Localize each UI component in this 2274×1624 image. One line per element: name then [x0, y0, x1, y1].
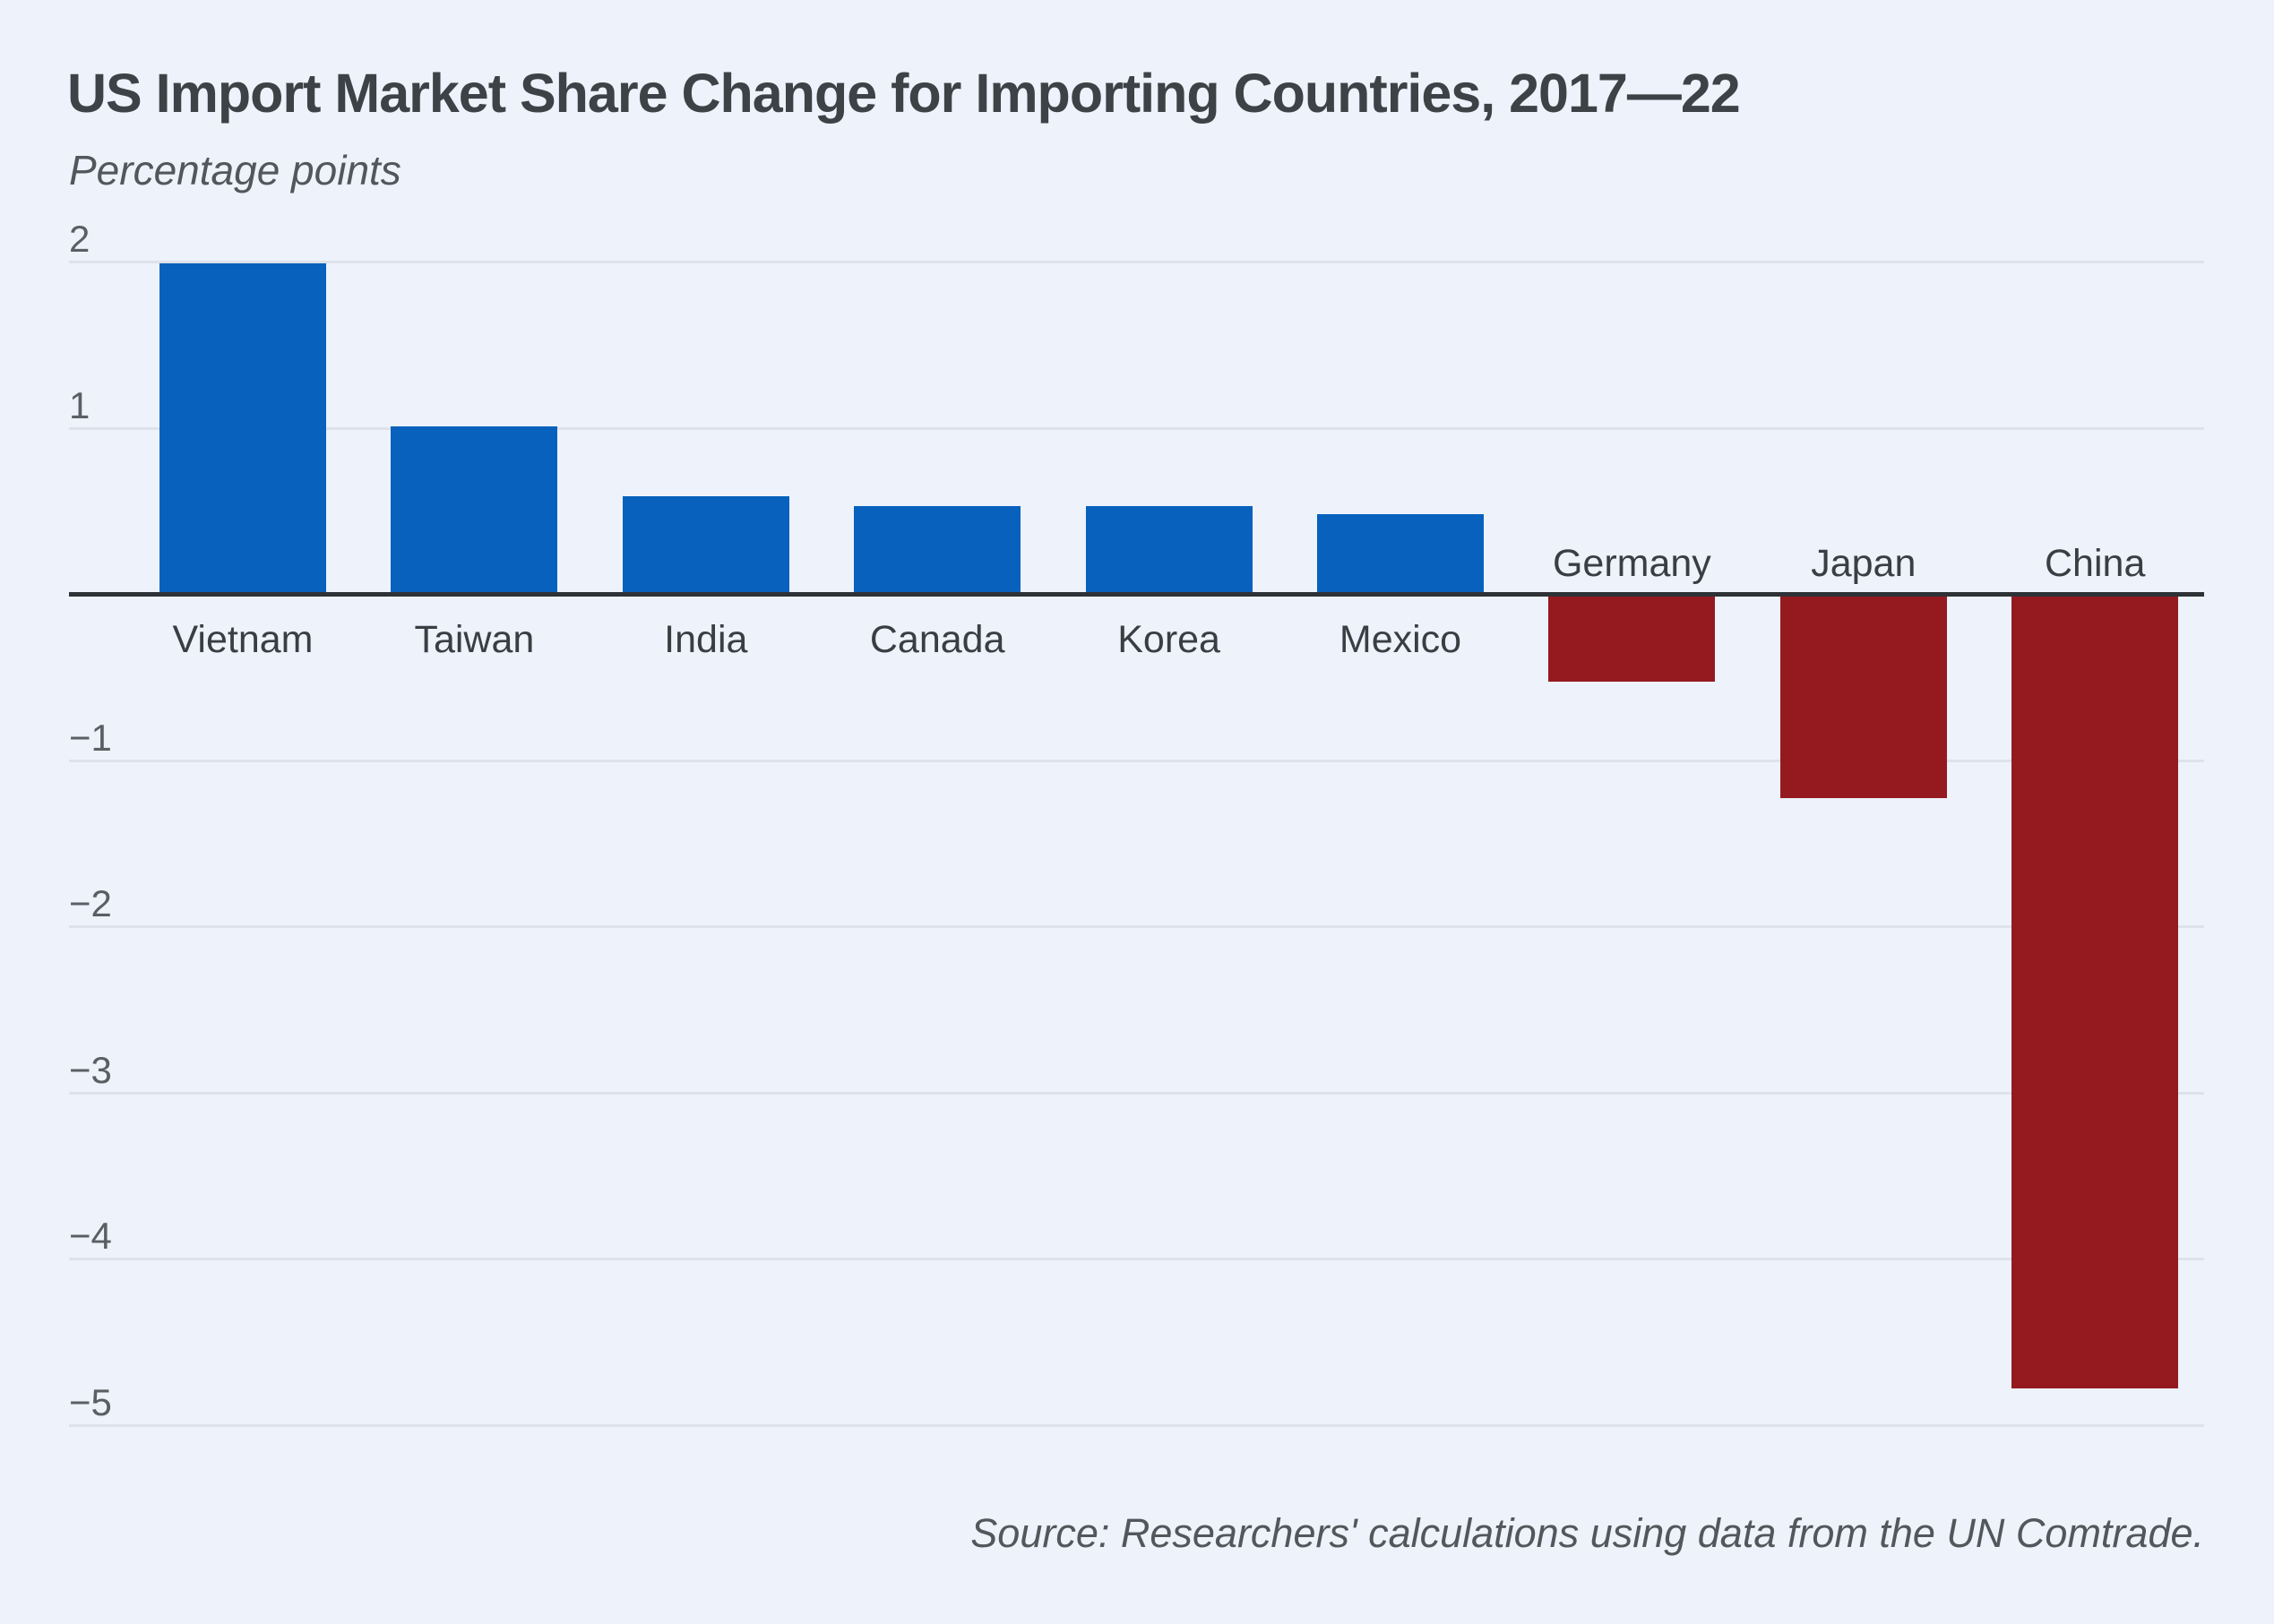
- y-tick-label: 2: [69, 218, 90, 260]
- gridline: [69, 759, 2204, 762]
- bar-mexico: [1317, 513, 1484, 594]
- source-note: Source: Researchers' calculations using …: [970, 1510, 2204, 1556]
- gridline: [69, 1423, 2204, 1427]
- x-label-india: India: [664, 618, 748, 661]
- y-tick-label: −2: [69, 882, 112, 924]
- y-tick-label: −1: [69, 716, 112, 759]
- gridline: [69, 1091, 2204, 1095]
- bar-taiwan: [391, 425, 558, 594]
- bar-germany: [1548, 594, 1716, 683]
- y-axis-unit-label: Percentage points: [69, 147, 401, 193]
- x-label-mexico: Mexico: [1339, 618, 1462, 661]
- gridline: [69, 1258, 2204, 1260]
- y-tick-label: −5: [69, 1380, 112, 1423]
- bar-india: [622, 495, 789, 594]
- x-label-japan: Japan: [1811, 542, 1917, 585]
- y-tick-label: −4: [69, 1215, 112, 1257]
- x-label-taiwan: Taiwan: [414, 618, 535, 661]
- y-tick-label: −3: [69, 1048, 112, 1091]
- bar-vietnam: [159, 262, 326, 594]
- chart-title: US Import Market Share Change for Import…: [67, 63, 1741, 124]
- gridline: [69, 261, 2204, 263]
- x-label-canada: Canada: [869, 618, 1005, 661]
- x-label-korea: Korea: [1117, 618, 1220, 661]
- y-tick-label: 1: [69, 383, 90, 426]
- x-axis-line: [69, 592, 2204, 597]
- bar-korea: [1085, 505, 1253, 594]
- x-label-china: China: [2045, 542, 2146, 585]
- bar-canada: [854, 505, 1021, 594]
- gridline: [69, 925, 2204, 928]
- x-label-germany: Germany: [1552, 542, 1711, 585]
- bar-japan: [1779, 594, 1947, 799]
- x-label-vietnam: Vietnam: [172, 618, 314, 661]
- bar-china: [2011, 594, 2179, 1388]
- gridline: [69, 426, 2204, 430]
